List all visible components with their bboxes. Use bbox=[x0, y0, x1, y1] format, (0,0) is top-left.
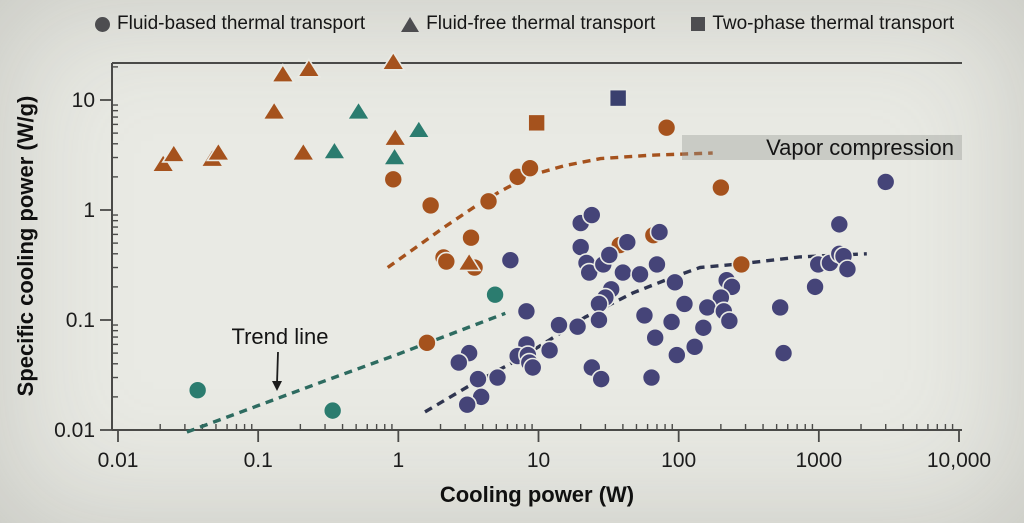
circle-marker-icon bbox=[95, 16, 110, 32]
vapor-compression-annotation: Vapor compression bbox=[682, 135, 962, 160]
square-data-point-rust bbox=[527, 113, 546, 133]
circle-data-point-navy bbox=[589, 310, 609, 330]
circle-data-point-navy bbox=[875, 172, 896, 192]
circle-data-point-teal bbox=[187, 380, 208, 401]
circle-data-point-rust bbox=[520, 158, 540, 178]
triangle-data-point-rust bbox=[382, 126, 408, 147]
square-marker-icon bbox=[691, 17, 706, 31]
trend-line-arrowhead bbox=[272, 381, 282, 391]
chart-legend: Fluid-based thermal transport Fluid-free… bbox=[95, 10, 954, 38]
circle-data-point-rust bbox=[478, 191, 499, 212]
vapor-compression-trend-line bbox=[386, 151, 713, 269]
circle-data-point-navy bbox=[770, 297, 790, 318]
circle-data-point-navy bbox=[468, 369, 488, 389]
circle-data-point-rust bbox=[656, 117, 677, 138]
x-tick-label: 0.01 bbox=[98, 449, 139, 472]
x-tick-label: 10,000 bbox=[927, 449, 991, 472]
circle-data-point-navy bbox=[516, 301, 537, 322]
circle-data-point-navy bbox=[697, 297, 718, 318]
circle-data-point-navy bbox=[613, 262, 633, 283]
circle-data-point-navy bbox=[549, 315, 569, 335]
circle-data-point-navy bbox=[837, 259, 858, 279]
x-tick-label: 1 bbox=[392, 449, 404, 472]
legend-item-fluid-free: Fluid-free thermal transport bbox=[401, 13, 655, 35]
triangle-data-point-rust bbox=[296, 57, 322, 78]
triangle-data-point-rust bbox=[456, 251, 482, 272]
triangle-data-point-teal bbox=[406, 118, 432, 139]
circle-data-point-navy bbox=[805, 277, 825, 297]
circle-data-point-rust bbox=[420, 195, 441, 216]
circle-data-point-navy bbox=[641, 367, 662, 388]
circle-data-point-teal bbox=[322, 400, 343, 421]
circle-data-point-navy bbox=[665, 272, 685, 293]
circle-data-point-teal bbox=[485, 284, 505, 305]
y-tick-label: 10 bbox=[72, 89, 95, 112]
triangle-data-point-teal bbox=[321, 140, 347, 160]
circle-data-point-navy bbox=[645, 327, 665, 348]
triangle-data-point-rust bbox=[270, 63, 296, 83]
x-tick-label: 1000 bbox=[795, 449, 842, 472]
circle-data-point-navy bbox=[448, 352, 469, 373]
circle-data-point-navy bbox=[693, 317, 714, 338]
circle-data-point-navy bbox=[634, 305, 655, 326]
triangle-marker-icon bbox=[401, 16, 420, 32]
circle-data-point-rust bbox=[731, 254, 752, 275]
y-axis-title: Specific cooling power (W/g) bbox=[13, 95, 38, 397]
x-tick-label: 0.1 bbox=[244, 449, 273, 472]
circle-data-point-navy bbox=[581, 205, 602, 225]
legend-label-fluid-free: Fluid-free thermal transport bbox=[426, 13, 656, 34]
x-tick-label: 10 bbox=[527, 449, 550, 472]
triangle-data-point-teal bbox=[382, 146, 408, 166]
low-power-trend-line bbox=[186, 311, 506, 434]
triangle-data-point-rust bbox=[161, 142, 187, 163]
legend-item-two-phase: Two-phase thermal transport bbox=[691, 13, 954, 35]
circle-data-point-rust bbox=[383, 169, 404, 190]
circle-data-point-rust bbox=[711, 177, 731, 198]
circle-data-point-navy bbox=[617, 232, 638, 252]
x-tick-label: 100 bbox=[661, 449, 696, 472]
circle-data-point-navy bbox=[457, 394, 478, 415]
circle-data-point-rust bbox=[461, 227, 481, 248]
square-data-point-navy bbox=[608, 88, 628, 108]
legend-item-fluid-based: Fluid-based thermal transport bbox=[95, 13, 365, 35]
triangle-data-point-rust bbox=[380, 50, 406, 71]
triangle-data-point-rust bbox=[261, 100, 287, 121]
legend-label-fluid-based: Fluid-based thermal transport bbox=[117, 13, 366, 34]
circle-data-point-navy bbox=[719, 311, 740, 331]
circle-data-point-navy bbox=[661, 312, 682, 332]
circle-data-point-navy bbox=[649, 222, 670, 242]
circle-data-point-rust bbox=[417, 333, 437, 353]
circle-data-point-navy bbox=[487, 367, 508, 388]
y-tick-label: 0.01 bbox=[54, 419, 95, 442]
triangle-data-point-rust bbox=[290, 141, 316, 162]
circle-data-point-navy bbox=[674, 294, 695, 314]
legend-label-two-phase: Two-phase thermal transport bbox=[712, 13, 955, 34]
circle-data-point-navy bbox=[829, 214, 850, 235]
y-tick-label: 0.1 bbox=[66, 309, 95, 332]
circle-data-point-navy bbox=[667, 345, 687, 365]
circle-data-point-navy bbox=[591, 369, 611, 389]
trend-line-arrow bbox=[276, 351, 279, 385]
triangle-data-point-teal bbox=[346, 100, 371, 121]
triangle-data-point-rust bbox=[150, 152, 176, 173]
vapor-compression-label: Vapor compression bbox=[766, 134, 954, 160]
circle-data-point-navy bbox=[630, 264, 650, 285]
circle-data-point-navy bbox=[539, 340, 560, 361]
triangle-data-point-rust bbox=[205, 141, 231, 162]
circle-data-point-navy bbox=[773, 343, 794, 363]
trend-line-annotation: Trend line bbox=[231, 324, 329, 349]
circle-data-point-navy bbox=[500, 250, 521, 270]
y-tick-label: 1 bbox=[83, 199, 95, 222]
circle-data-point-navy bbox=[647, 254, 667, 275]
circle-data-point-navy bbox=[599, 245, 620, 265]
circle-data-point-navy bbox=[567, 316, 588, 337]
x-axis-title: Cooling power (W) bbox=[439, 482, 635, 507]
circle-data-point-navy bbox=[522, 357, 543, 378]
circle-data-point-rust bbox=[436, 251, 457, 272]
circle-data-point-navy bbox=[684, 337, 705, 357]
